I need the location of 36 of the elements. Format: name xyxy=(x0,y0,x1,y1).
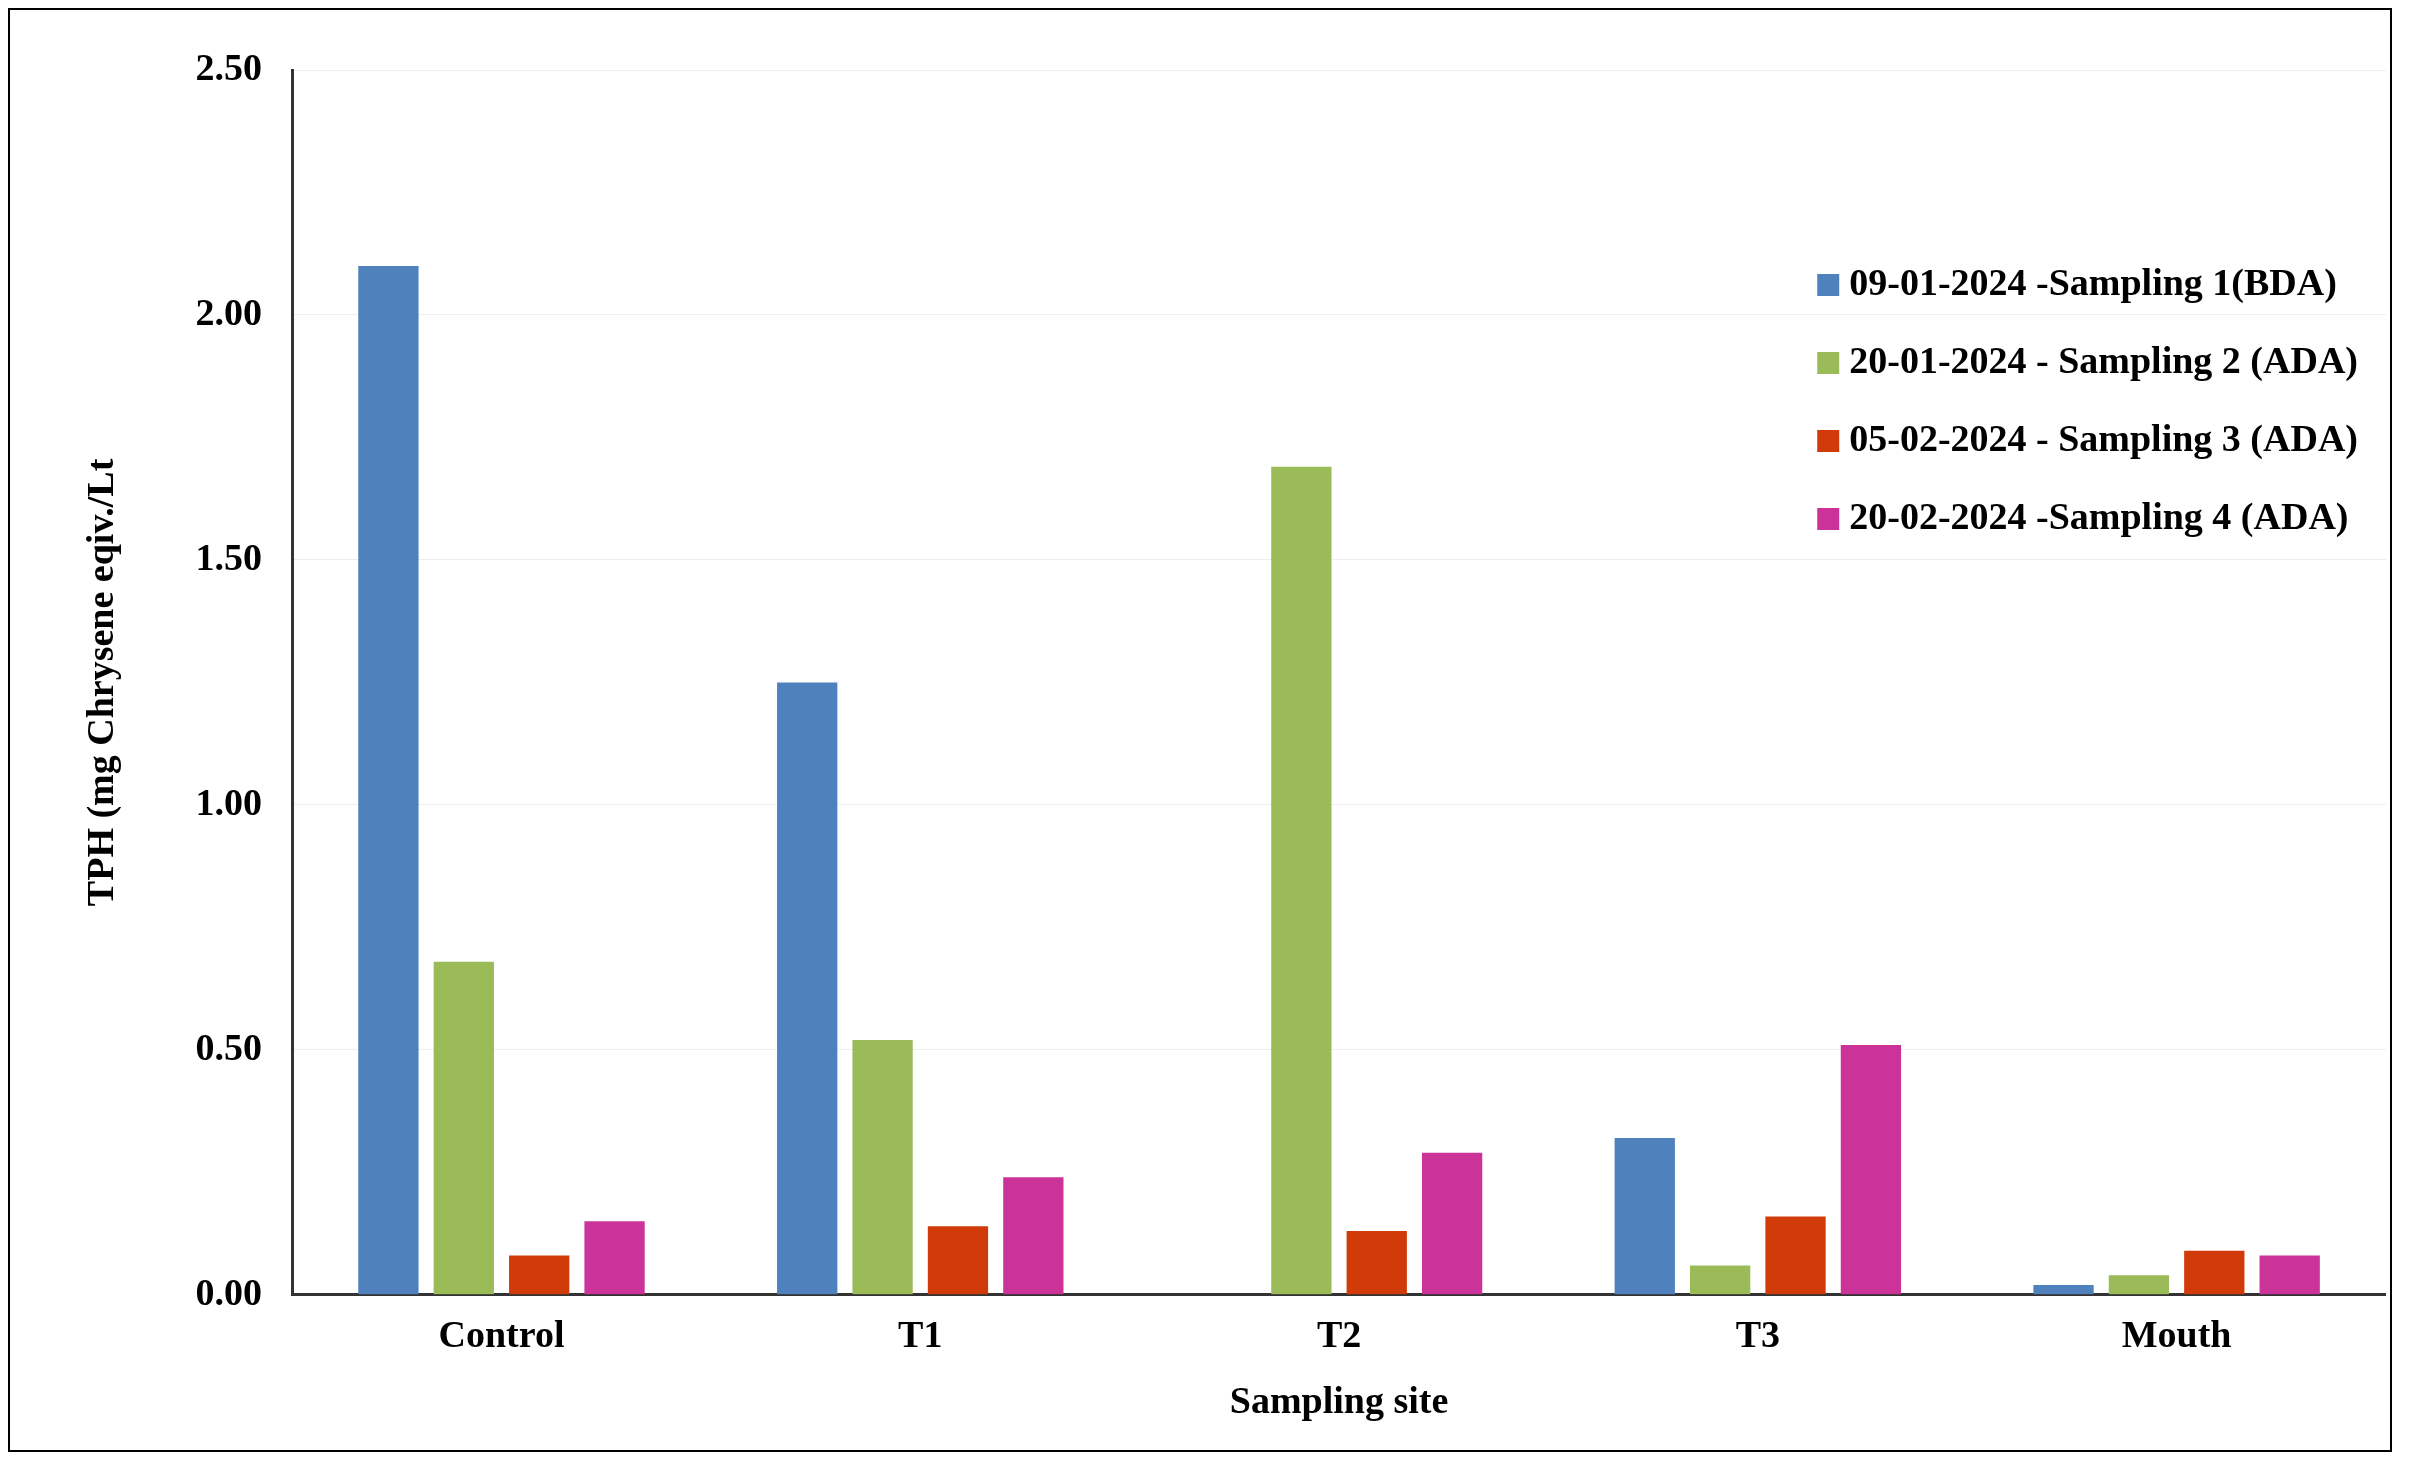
bar xyxy=(1840,1044,1902,1295)
x-tick-label: T1 xyxy=(898,1313,943,1356)
y-tick-label: 2.50 xyxy=(195,45,263,88)
y-tick-label: 0.50 xyxy=(195,1025,263,1068)
x-axis-title: Sampling site xyxy=(1229,1379,1449,1422)
y-tick-label: 2.00 xyxy=(195,290,263,333)
y-tick-label: 0.00 xyxy=(195,1270,263,1313)
y-tick-label: 1.00 xyxy=(195,780,263,823)
bar xyxy=(2033,1285,2094,1295)
bar xyxy=(777,682,838,1295)
bar xyxy=(1765,1216,1826,1295)
y-tick-label: 1.50 xyxy=(195,535,263,578)
legend-label: 05-02-2024 - Sampling 3 (ADA) xyxy=(1849,416,2359,460)
bar xyxy=(2259,1255,2320,1295)
bar xyxy=(1346,1231,1407,1295)
bar xyxy=(2108,1275,2170,1295)
x-tick-label: T3 xyxy=(1735,1313,1781,1356)
bar xyxy=(1614,1138,1675,1295)
x-tick-label: Mouth xyxy=(2121,1313,2232,1356)
legend-label: 20-01-2024 - Sampling 2 (ADA) xyxy=(1849,338,2359,382)
bar xyxy=(1271,466,1332,1295)
bar xyxy=(509,1255,570,1295)
bar xyxy=(1689,1265,1751,1295)
bar xyxy=(927,1226,989,1295)
x-tick-label: T2 xyxy=(1316,1313,1362,1356)
bar xyxy=(2184,1250,2245,1295)
bar xyxy=(433,961,494,1295)
legend-label: 20-02-2024 -Sampling 4 (ADA) xyxy=(1849,494,2349,538)
bar xyxy=(1003,1177,1064,1295)
legend-label: 09-01-2024 -Sampling 1(BDA) xyxy=(1849,260,2337,304)
bar xyxy=(1421,1152,1483,1295)
x-tick-label: Control xyxy=(438,1313,565,1356)
bar xyxy=(584,1221,645,1295)
bar xyxy=(358,265,419,1295)
y-axis-title: TPH (mg Chrysene eqiv./Lt xyxy=(78,458,122,907)
bar xyxy=(852,1040,913,1295)
